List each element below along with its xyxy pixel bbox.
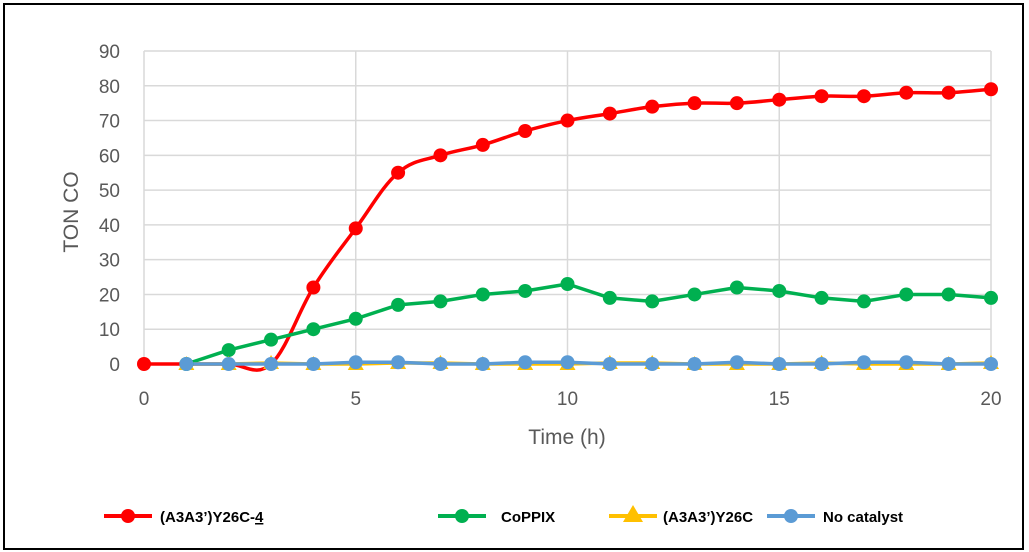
data-point-s4 xyxy=(348,355,363,370)
data-point-s1 xyxy=(814,89,829,104)
x-tick-label: 0 xyxy=(139,389,150,410)
series-markers xyxy=(137,82,999,371)
legend: (A3A3’)Y26C-4 CoPPIX (A3A3’)Y26C No cata… xyxy=(104,505,903,526)
data-point-s2 xyxy=(856,294,871,309)
data-point-s1 xyxy=(941,85,956,100)
data-point-s1 xyxy=(772,92,787,107)
data-point-s4 xyxy=(306,357,321,371)
data-point-s2 xyxy=(602,290,617,305)
data-point-s2 xyxy=(687,287,702,302)
x-tick-label: 20 xyxy=(980,389,1001,410)
y-tick-label: 70 xyxy=(99,112,120,133)
y-tick-label: 20 xyxy=(99,285,120,306)
data-point-s2 xyxy=(264,332,279,347)
data-point-s2 xyxy=(899,287,914,302)
data-point-s4 xyxy=(729,355,744,370)
data-point-s1 xyxy=(729,96,744,111)
legend-label: (A3A3’)Y26C-4 xyxy=(160,509,264,526)
y-tick-label: 0 xyxy=(109,355,120,376)
legend-swatch-marker xyxy=(455,509,469,523)
y-axis-ticks: 0 10 20 30 40 50 60 70 80 90 xyxy=(99,42,120,376)
legend-swatch-marker xyxy=(784,509,798,523)
data-point-s4 xyxy=(264,357,279,371)
data-point-s1 xyxy=(348,221,363,236)
data-point-s1 xyxy=(137,357,151,371)
data-point-s1 xyxy=(391,165,406,180)
data-point-s2 xyxy=(433,294,448,309)
legend-label-sub: 4 xyxy=(255,509,264,526)
data-point-s2 xyxy=(391,297,406,312)
data-point-s4 xyxy=(941,357,956,371)
data-point-s2 xyxy=(560,277,575,292)
data-point-s4 xyxy=(814,357,829,371)
legend-item-series-3: (A3A3’)Y26C xyxy=(609,505,753,526)
x-axis-title: Time (h) xyxy=(528,426,605,449)
y-tick-label: 10 xyxy=(99,320,120,341)
data-point-s1 xyxy=(475,137,490,152)
x-tick-label: 15 xyxy=(769,389,790,410)
data-point-s1 xyxy=(518,123,533,138)
data-point-s4 xyxy=(772,357,787,371)
data-point-s2 xyxy=(306,322,321,337)
x-axis-ticks: 0 5 10 15 20 xyxy=(139,389,1002,410)
data-point-s2 xyxy=(772,283,787,298)
y-tick-label: 40 xyxy=(99,216,120,237)
data-point-s1 xyxy=(306,280,321,295)
data-point-s4 xyxy=(518,355,533,370)
data-point-s1 xyxy=(560,113,575,128)
data-point-s4 xyxy=(391,355,406,370)
y-axis-title: TON CO xyxy=(60,171,83,252)
data-point-s4 xyxy=(221,357,236,371)
data-point-s1 xyxy=(899,85,914,100)
legend-swatch-marker xyxy=(121,509,135,523)
x-tick-label: 5 xyxy=(350,389,361,410)
data-point-s2 xyxy=(645,294,660,309)
legend-item-series-4: No catalyst xyxy=(767,509,903,526)
data-point-s2 xyxy=(984,290,998,305)
data-point-s4 xyxy=(687,357,702,371)
data-point-s2 xyxy=(814,290,829,305)
data-point-s4 xyxy=(645,357,660,371)
data-point-s4 xyxy=(856,355,871,370)
x-tick-label: 10 xyxy=(557,389,578,410)
legend-item-series-1: (A3A3’)Y26C-4 xyxy=(104,509,264,526)
legend-label: CoPPIX xyxy=(501,509,555,526)
series-line-2 xyxy=(185,282,992,366)
data-point-s4 xyxy=(433,357,448,371)
data-point-s4 xyxy=(984,357,998,371)
y-tick-label: 30 xyxy=(99,251,120,272)
data-point-s4 xyxy=(475,357,490,371)
legend-item-series-2: CoPPIX xyxy=(438,509,555,526)
data-point-s2 xyxy=(221,343,236,358)
y-tick-label: 50 xyxy=(99,181,120,202)
legend-label: No catalyst xyxy=(823,509,903,526)
data-point-s2 xyxy=(518,283,533,298)
series-line-4 xyxy=(186,360,991,366)
data-point-s1 xyxy=(984,82,998,97)
data-point-s2 xyxy=(348,311,363,326)
y-tick-label: 80 xyxy=(99,77,120,98)
data-point-s1 xyxy=(602,106,617,121)
data-point-s4 xyxy=(179,357,194,371)
data-point-s4 xyxy=(899,355,914,370)
data-point-s4 xyxy=(560,355,575,370)
data-point-s1 xyxy=(856,89,871,104)
y-tick-label: 60 xyxy=(99,146,120,167)
data-point-s1 xyxy=(645,99,660,114)
legend-label: (A3A3’)Y26C xyxy=(663,509,753,526)
data-point-s2 xyxy=(729,280,744,295)
data-point-s2 xyxy=(475,287,490,302)
y-tick-label: 90 xyxy=(99,42,120,63)
legend-label-main: (A3A3’)Y26C- xyxy=(160,509,255,526)
data-point-s1 xyxy=(433,148,448,163)
data-point-s2 xyxy=(941,287,956,302)
chart-frame xyxy=(3,3,1024,550)
data-point-s1 xyxy=(687,96,702,111)
data-point-s4 xyxy=(602,357,617,371)
legend-swatch-marker xyxy=(623,505,643,522)
